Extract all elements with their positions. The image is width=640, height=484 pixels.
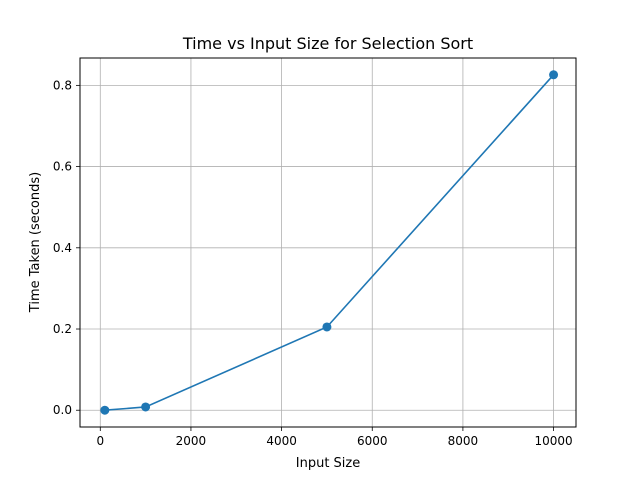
y-tick-label: 0.2: [53, 322, 72, 336]
y-axis-label: Time Taken (seconds): [28, 172, 43, 313]
data-point: [100, 405, 110, 415]
x-tick-label: 6000: [357, 434, 388, 448]
series-line: [104, 74, 555, 411]
data-point: [322, 322, 332, 332]
x-tick-label: 4000: [266, 434, 297, 448]
y-tick-label: 0.4: [53, 241, 72, 255]
data-point: [141, 402, 151, 412]
y-tick-label: 0.0: [53, 403, 72, 417]
x-tick-label: 2000: [176, 434, 207, 448]
x-axis-ticks: 0 2000 4000 6000 8000 10000: [96, 427, 573, 448]
grid-lines: [80, 58, 576, 427]
y-tick-label: 0.8: [53, 78, 72, 92]
plot-frame: [79, 57, 577, 428]
y-tick-label: 0.6: [53, 160, 72, 174]
y-axis-ticks: 0.0 0.2 0.4 0.6 0.8: [53, 78, 80, 417]
x-tick-label: 10000: [534, 434, 572, 448]
chart-title: Time vs Input Size for Selection Sort: [182, 34, 473, 53]
x-tick-label: 0: [96, 434, 104, 448]
x-axis-label: Input Size: [296, 456, 360, 471]
x-tick-label: 8000: [448, 434, 479, 448]
series-layer: [100, 70, 559, 415]
data-point: [549, 70, 559, 80]
